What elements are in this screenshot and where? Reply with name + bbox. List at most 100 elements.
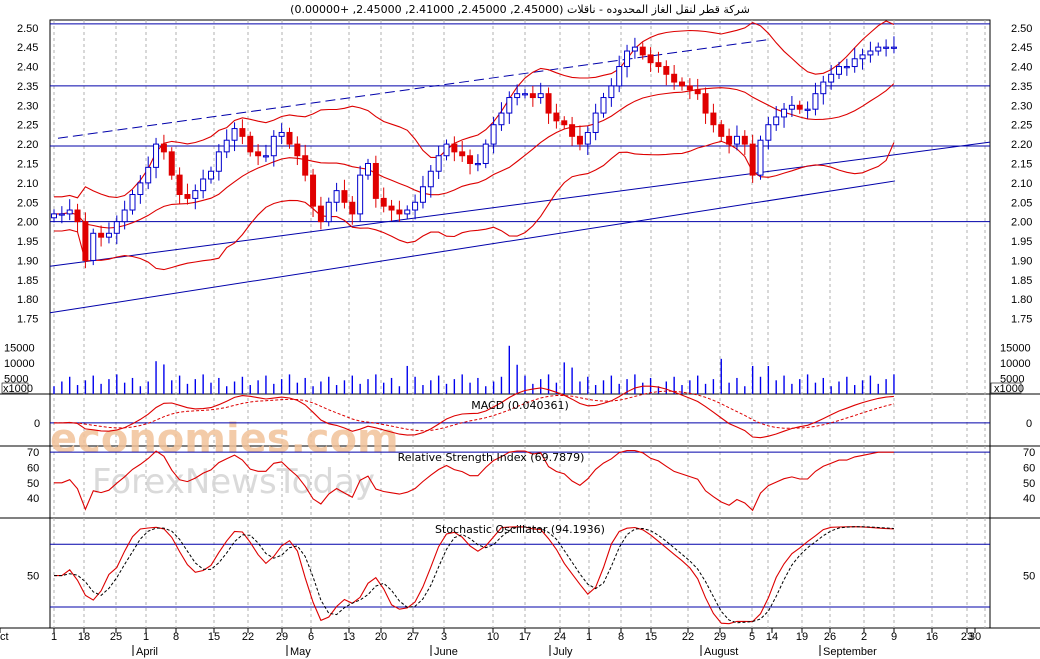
x-day-label: 15 (208, 631, 220, 643)
x-month-label: July (553, 646, 573, 658)
candle-body (82, 221, 89, 261)
candle-body (90, 232, 97, 261)
price-tick-left: 1.95 (17, 236, 38, 248)
candle-body (153, 143, 160, 168)
x-day-label: 5 (749, 631, 755, 643)
macd-tick-right: 0 (1026, 418, 1032, 430)
volume-unit-right: x1000 (994, 383, 1024, 395)
candle-body (286, 131, 293, 145)
candle-body (98, 232, 105, 238)
x-day-label: 27 (407, 631, 419, 643)
x-month-label: August (704, 646, 738, 658)
candle-body (129, 194, 136, 211)
candle-body (317, 205, 324, 223)
candle-body (74, 209, 81, 223)
candle-body (215, 151, 222, 172)
candle-body (671, 73, 678, 83)
price-tick-right: 1.80 (1011, 294, 1032, 306)
price-tick-right: 1.90 (1011, 255, 1032, 267)
rsi-tick-left: 60 (27, 462, 39, 474)
price-tick-left: 2.00 (17, 217, 38, 229)
stochastic-pane: 50 50 (27, 526, 1035, 625)
x-day-label: 3 (441, 631, 447, 643)
candle-body (380, 197, 387, 207)
candle-body (349, 201, 356, 215)
volume-tick-right: 10000 (1000, 358, 1031, 370)
rsi-tick-right: 40 (1023, 493, 1035, 505)
x-day-label: 6 (308, 631, 314, 643)
price-tick-left: 1.85 (17, 275, 38, 287)
candle-body (639, 46, 646, 56)
price-tick-left: 2.35 (17, 81, 38, 93)
candle-body (757, 139, 764, 176)
stochastic-tick-right: 50 (1023, 571, 1035, 583)
x-day-label: 22 (242, 631, 254, 643)
price-tick-right: 2.35 (1011, 81, 1032, 93)
candle-body (341, 190, 348, 203)
candle-body (506, 97, 513, 114)
price-tick-left: 2.15 (17, 158, 38, 170)
candle-body (121, 209, 128, 223)
x-day-label: 23 (961, 631, 973, 643)
volume-tick-right: 5000 (1000, 373, 1024, 385)
x-day-label: 18 (78, 631, 90, 643)
candle-body (474, 162, 481, 166)
candle-body (600, 97, 607, 114)
candle-body (262, 155, 269, 158)
x-month-label: April (136, 646, 158, 658)
price-tick-right: 2.40 (1011, 62, 1032, 74)
candle-body (655, 62, 662, 68)
price-tick-left: 2.30 (17, 100, 38, 112)
price-tick-right: 1.85 (1011, 275, 1032, 287)
price-tick-left: 2.45 (17, 42, 38, 54)
candle-body (105, 232, 112, 238)
stochastic-title: Stochastic Oscillator (94.1936) (435, 523, 605, 536)
x-axis: 1 18 25 1 8 15 22 29 6 13 20 27 3 10 17 24 1 8 15 22 29 5 14 19… (0, 628, 981, 658)
candle-body (239, 128, 246, 137)
volume-tick-left: 5000 (4, 373, 28, 385)
x-day-label: 16 (926, 631, 938, 643)
x-month-label: May (290, 646, 311, 658)
x-day-label: 26 (824, 631, 836, 643)
candle-body (490, 124, 497, 145)
chart-title: شركة قطر لنقل الغاز المحدوده - ناقلات (2… (290, 3, 750, 16)
macd-line (54, 385, 894, 439)
rsi-tick-left: 50 (27, 478, 39, 490)
candle-body (529, 93, 536, 99)
candle-body (663, 66, 670, 75)
candle-body (788, 104, 795, 110)
candle-body (631, 46, 638, 52)
candle-body (58, 213, 65, 216)
candle-body (223, 139, 230, 153)
candle-body (569, 124, 576, 137)
candle-body (741, 135, 748, 145)
candle-body (522, 93, 528, 96)
candle-body (616, 66, 623, 87)
candle-body (836, 66, 842, 75)
candle-body (168, 151, 175, 176)
candle-body (608, 85, 615, 99)
candle-body (867, 50, 874, 56)
x-day-label: 25 (110, 631, 122, 643)
candle-body (255, 151, 262, 157)
rsi-tick-right: 60 (1023, 462, 1035, 474)
price-tick-right: 2.45 (1011, 42, 1032, 54)
candle-body (365, 162, 371, 176)
candle-body (781, 108, 788, 118)
x-month-label: September (823, 646, 877, 658)
x-day-label: 17 (519, 631, 531, 643)
volume-unit-left: x1000 (3, 383, 33, 395)
x-day-label: 29 (276, 631, 288, 643)
candle-body (820, 81, 827, 95)
price-tick-right: 2.50 (1011, 23, 1032, 35)
price-pane: 2.50 2.50 2.45 2.45 2.40 2.40 2.35 2.35 2.30 2.30… (17, 20, 1032, 326)
candle-body (553, 112, 560, 122)
x-day-label: 19 (796, 631, 808, 643)
x-day-label: 29 (714, 631, 726, 643)
price-tick-left: 2.25 (17, 120, 38, 132)
x-day-label: 20 (375, 631, 387, 643)
candle-body (372, 162, 379, 199)
support-trendline (49, 141, 991, 267)
vertical-gridlines (53, 20, 986, 628)
